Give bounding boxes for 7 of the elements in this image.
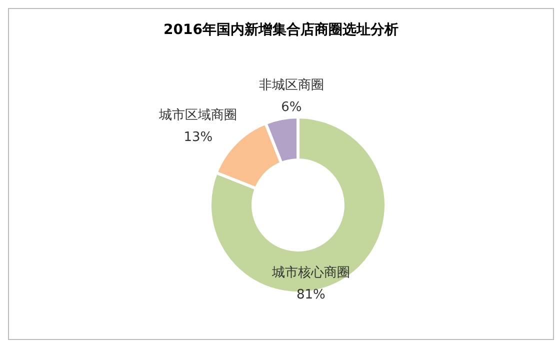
slice-label: 非城区商圈 (258, 78, 324, 93)
slice-label: 城市核心商圈 (270, 264, 350, 281)
slice-label: 城市区域商圈 (158, 108, 238, 124)
data-label: 13% (184, 130, 213, 146)
data-label: 81% (296, 288, 326, 303)
chart-title: 2016年国内新增集合店商圈选址分析 (162, 21, 400, 39)
data-label: 6% (281, 100, 302, 115)
